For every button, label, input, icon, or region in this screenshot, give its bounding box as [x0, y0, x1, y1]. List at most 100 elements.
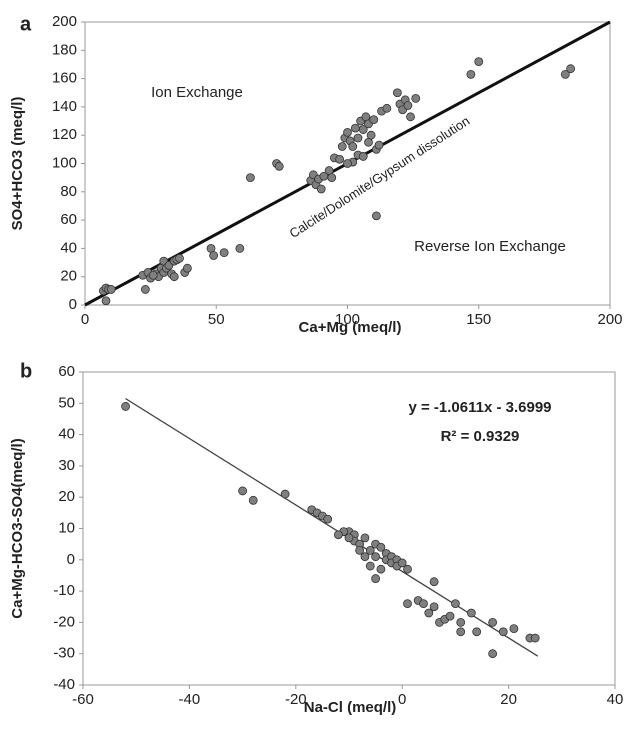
annotation: Reverse Ion Exchange: [414, 238, 566, 255]
point: [360, 552, 370, 562]
equation: y = -1.0611x - 3.6999: [408, 399, 551, 416]
point: [403, 101, 413, 110]
point: [429, 577, 439, 587]
x-tick-label: 100: [335, 311, 360, 328]
point: [392, 88, 402, 98]
point: [148, 270, 158, 280]
y-axis-label: Ca+Mg-HCO3-SO4(meq/l): [9, 438, 26, 618]
y-tick-label: 30: [58, 457, 75, 474]
point: [245, 173, 255, 183]
y-tick-label: -30: [53, 645, 75, 662]
point: [169, 272, 179, 282]
x-tick-label: -40: [179, 691, 201, 708]
point: [498, 627, 508, 637]
point: [350, 123, 360, 133]
point: [474, 57, 484, 67]
point: [333, 530, 343, 540]
point: [374, 140, 384, 150]
y-tick-label: 10: [58, 519, 75, 536]
point: [472, 627, 482, 637]
point: [343, 127, 352, 137]
point: [219, 248, 229, 258]
point: [429, 602, 439, 612]
point: [369, 115, 379, 125]
point: [456, 618, 466, 627]
y-tick-label: 50: [58, 394, 75, 411]
y-tick-label: 40: [58, 426, 75, 443]
point: [403, 564, 412, 574]
point: [566, 64, 576, 74]
point: [403, 599, 412, 609]
y-tick-label: 160: [52, 70, 77, 87]
point: [371, 552, 381, 562]
y-tick-label: 140: [52, 98, 77, 115]
point: [376, 542, 386, 552]
x-tick-label: 0: [81, 311, 89, 328]
point: [344, 533, 354, 543]
y-tick-label: 20: [58, 488, 75, 505]
y-tick-label: 100: [52, 154, 77, 171]
point: [366, 130, 376, 140]
point: [365, 546, 375, 555]
point: [106, 285, 116, 294]
panel-label: b: [20, 360, 32, 382]
point: [355, 546, 365, 555]
point: [466, 69, 476, 79]
x-tick-label: 200: [597, 311, 622, 328]
y-tick-label: 120: [52, 126, 77, 143]
point: [353, 133, 363, 143]
x-tick-label: -20: [285, 691, 307, 708]
point: [456, 627, 466, 637]
point: [382, 103, 392, 113]
y-tick-label: 60: [58, 363, 75, 380]
r-squared: R² = 0.9329: [441, 428, 520, 445]
y-tick-label: 0: [67, 551, 75, 568]
point: [509, 624, 519, 634]
x-tick-label: 20: [500, 691, 517, 708]
x-tick-label: -60: [72, 691, 94, 708]
point: [488, 618, 498, 627]
y-axis-label: SO4+HCO3 (meq/l): [9, 97, 26, 231]
point: [209, 251, 219, 260]
point: [316, 184, 326, 194]
y-tick-label: 40: [60, 239, 77, 256]
x-axis-label: Na-Cl (meq/l): [304, 699, 397, 716]
point: [274, 161, 284, 171]
point: [175, 253, 184, 263]
point: [140, 285, 150, 294]
y-tick-label: -10: [53, 582, 75, 599]
y-tick-label: -40: [53, 676, 75, 693]
point: [445, 611, 455, 621]
point: [358, 152, 368, 161]
x-tick-label: 150: [466, 311, 491, 328]
y-tick-label: 180: [52, 41, 77, 58]
x-tick-label: 40: [607, 691, 624, 708]
x-tick-label: 50: [208, 311, 225, 328]
point: [371, 574, 381, 583]
y-tick-label: 60: [60, 211, 77, 228]
point: [337, 142, 347, 151]
point: [280, 489, 290, 499]
point: [327, 173, 337, 183]
point: [530, 633, 540, 643]
panel-label: a: [20, 13, 32, 35]
point: [343, 159, 352, 168]
point: [424, 608, 434, 618]
point: [406, 112, 415, 122]
point: [348, 142, 358, 151]
y-tick-label: 0: [69, 296, 77, 313]
x-axis-label: Ca+Mg (meq/l): [299, 319, 402, 336]
point: [365, 561, 375, 571]
point: [235, 243, 245, 253]
point: [101, 296, 111, 306]
point: [560, 69, 570, 79]
point: [371, 211, 381, 221]
point: [488, 649, 498, 659]
point: [323, 514, 333, 524]
point: [450, 599, 460, 609]
y-tick-label: 200: [52, 13, 77, 30]
point: [376, 564, 386, 574]
point: [248, 495, 258, 505]
point: [121, 402, 130, 411]
